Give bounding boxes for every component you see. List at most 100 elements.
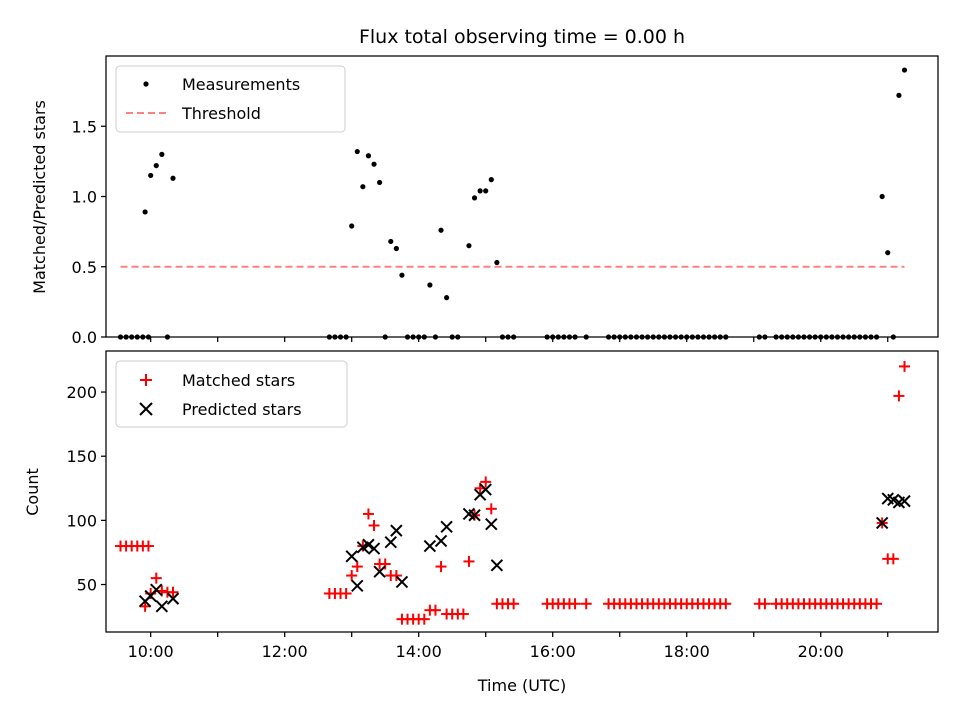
measurement-point [444,295,450,301]
matched-star-point [340,588,352,600]
bottom-y-axis: 50 100 150 200 [66,383,106,595]
measurement-point [885,250,891,256]
chart-title: Flux total observing time = 0.00 h [359,26,685,48]
matched-star-point [379,558,391,570]
predicted-star-point [479,483,492,496]
predicted-star-point [362,538,375,551]
matched-star-point [362,508,374,520]
matched-star-point [390,570,402,582]
top-x-axis-ticks [150,337,889,342]
bottom-y-tick-label: 150 [66,447,97,466]
matched-star-point [720,598,732,610]
predicted-star-point [390,524,403,537]
predicted-star-point [373,565,386,578]
matched-star-point [418,613,430,625]
matched-legend-label: Matched stars [182,371,295,390]
matched-star-point [346,570,358,582]
bottom-legend: Matched stars Predicted stars [115,360,348,428]
bottom-x-tick-label: 16:00 [530,642,576,661]
matched-star-point [463,555,475,567]
predicted-star-point [367,542,381,555]
matched-star-point [480,476,492,488]
measurements-legend-label: Measurements [182,75,300,94]
bottom-axes-frame [105,350,939,633]
star-count-panel: 50 100 150 200 10:00 12:00 14:00 16:00 18:00 20:… [23,350,939,695]
measurement-point [427,282,433,288]
bottom-x-tick-label: 12:00 [262,642,308,661]
top-y-tick-label: 1.0 [72,188,97,207]
measurement-point [477,188,483,194]
bottom-y-tick-label: 100 [66,511,97,530]
bottom-x-tick-label: 20:00 [798,642,844,661]
measurement-point [466,243,472,249]
measurement-point [142,209,148,215]
measurement-point [494,259,500,266]
bottom-x-tick-label: 18:00 [664,642,710,661]
flux-ratio-panel: Flux total observing time = 0.00 h 0.00.… [30,26,939,347]
measurement-point [901,67,908,73]
measurement-point [488,177,494,183]
predicted-star-point [150,583,163,596]
matched-star-point [508,598,520,610]
predicted-legend-label: Predicted stars [182,400,302,419]
top-legend-box [115,65,346,133]
top-y-tick-label: 0.5 [72,258,97,277]
measurement-point [371,161,377,167]
matched-star-point [142,540,154,552]
measurement-point [365,153,372,159]
predicted-star-point [155,600,169,613]
measurement-point [896,92,902,98]
bottom-series-layer [115,360,911,625]
matched-star-point [139,600,151,612]
measurement-point [399,272,405,278]
predicted-star-point [440,520,453,533]
predicted-legend-marker [139,402,153,416]
measurement-point [393,245,399,252]
matched-star-point [435,561,447,573]
x-axis-label: Time (UTC) [477,676,566,695]
predicted-star-point [345,550,358,563]
matched-star-point [898,360,910,372]
bottom-x-tick-label: 14:00 [396,642,442,661]
measurement-point [377,179,383,186]
bottom-legend-box [115,360,348,428]
measurement-point [388,238,394,245]
matched-star-point [569,598,581,610]
measurement-point [438,227,444,233]
measurement-point [360,184,366,190]
predicted-star-point [490,559,504,572]
measurement-point [354,148,360,155]
top-y-tick-label: 1.5 [72,117,97,136]
predicted-star-point [384,535,397,549]
measurement-point [471,195,478,201]
matched-star-point [893,390,905,402]
threshold-legend-label: Threshold [181,104,261,123]
predicted-star-point [395,575,409,589]
matched-star-point [457,608,469,620]
matched-star-point [368,520,380,532]
predicted-star-point [485,518,498,531]
matched-legend-marker [140,374,152,386]
predicted-star-point [351,579,364,593]
measurement-point [159,151,165,157]
matched-star-point [580,598,592,610]
bottom-y-axis-label: Count [23,468,42,516]
top-legend: Measurements Threshold [115,65,346,133]
bottom-y-tick-label: 200 [66,383,97,402]
predicted-star-point [898,494,911,508]
predicted-star-point [468,509,481,522]
matched-star-point [429,604,441,616]
matched-star-point [167,586,179,598]
matched-star-point [351,561,363,573]
top-y-axis-label: Matched/Predicted stars [30,100,49,294]
measurement-point [879,193,885,200]
predicted-star-point [875,516,889,530]
predicted-star-point [423,539,437,553]
matched-star-point [759,598,771,610]
bottom-x-axis: 10:00 12:00 14:00 16:00 18:00 20:00 [128,632,889,661]
matched-star-point [871,598,883,610]
measurement-point [148,172,154,179]
measurements-legend-marker [143,81,149,87]
matched-star-point [485,503,497,515]
